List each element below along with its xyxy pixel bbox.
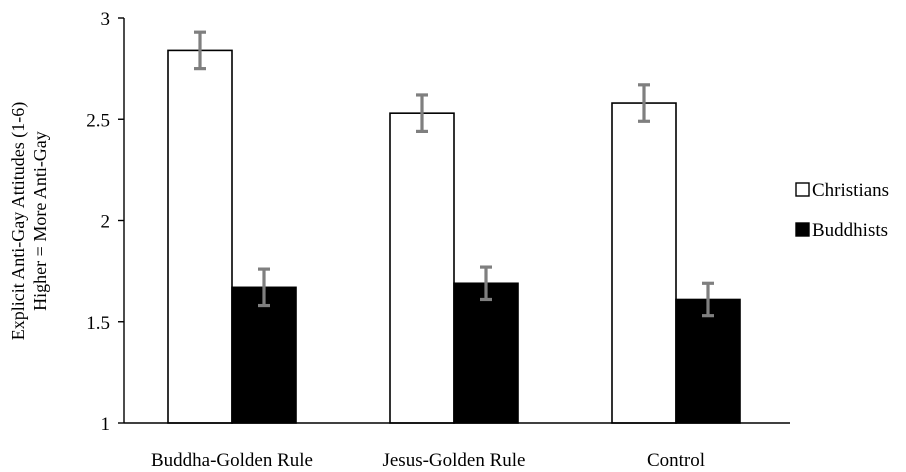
y-tick-label: 2.5 — [86, 110, 110, 131]
y-tick-label: 2 — [101, 212, 111, 233]
y-axis-title-line-1: Explicit Anti-Gay Attitudes (1-6) — [8, 102, 29, 340]
legend: Christians Buddhists — [795, 180, 889, 241]
y-tick-label: 1.5 — [86, 313, 110, 334]
bar-buddhists-1 — [231, 286, 297, 424]
x-category-label: Buddha-Golden Rule — [151, 450, 313, 471]
y-axis-title-line-2: Higher = More Anti-Gay — [30, 131, 50, 311]
error-bars-group — [194, 30, 714, 318]
legend-swatch-buddhists — [795, 222, 810, 237]
x-category-label: Jesus-Golden Rule — [382, 450, 525, 471]
bar-christians-3 — [611, 102, 677, 424]
bar-christians-2 — [389, 112, 455, 424]
y-tick-label: 3 — [101, 9, 111, 30]
bar-christians-1 — [167, 49, 233, 424]
y-axis-ticks: 1 1.5 2 2.5 3 — [86, 9, 124, 435]
axes-group — [123, 18, 790, 424]
y-tick-label: 1 — [101, 414, 111, 435]
legend-label-christians: Christians — [812, 180, 889, 201]
x-axis-category-labels: Buddha-Golden Rule Jesus-Golden Rule Contr… — [151, 450, 705, 471]
legend-label-buddhists: Buddhists — [812, 220, 888, 241]
legend-swatch-christians — [795, 182, 810, 197]
bar-buddhists-3 — [675, 298, 741, 424]
y-axis-title: Explicit Anti-Gay Attitudes (1-6) Higher… — [8, 102, 50, 340]
bar-buddhists-2 — [453, 282, 519, 424]
bars-group — [167, 49, 741, 424]
x-category-label: Control — [647, 450, 705, 471]
